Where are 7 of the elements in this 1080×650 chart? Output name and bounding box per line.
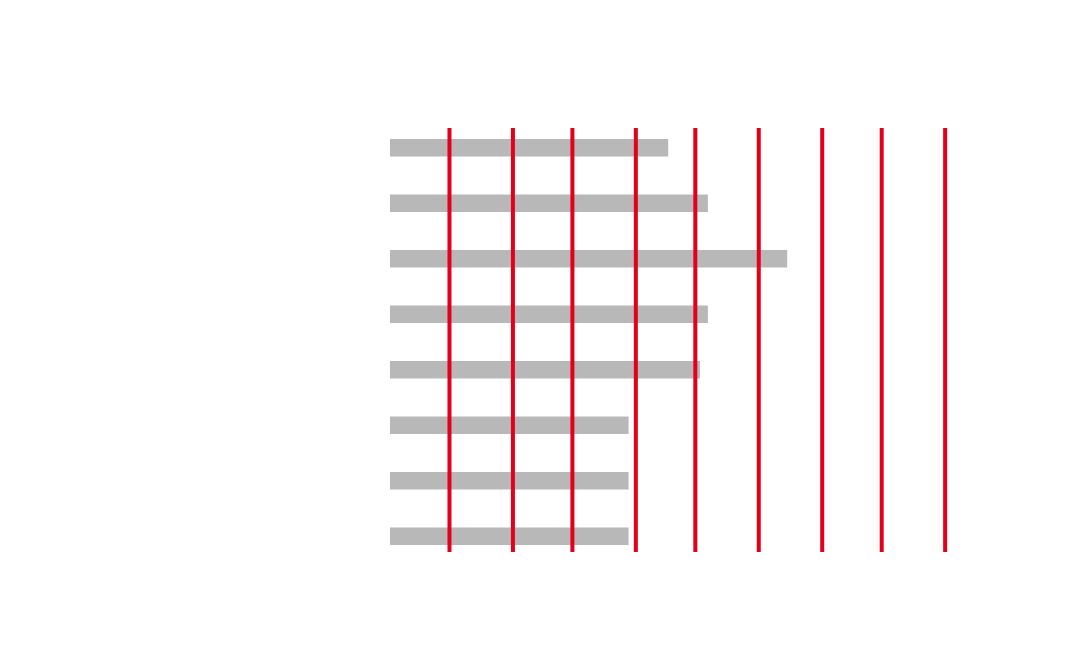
bar	[390, 139, 669, 157]
bar	[390, 472, 629, 490]
bar	[390, 305, 708, 323]
bar	[390, 527, 629, 545]
bar	[390, 194, 708, 212]
bar	[390, 250, 788, 268]
bar	[390, 416, 629, 434]
